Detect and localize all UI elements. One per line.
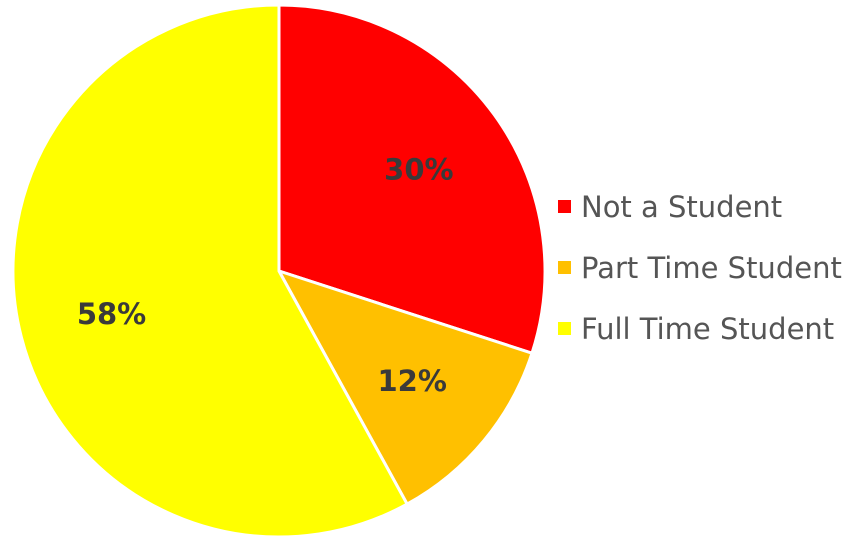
pie-slice-not-a-student: [277, 3, 547, 356]
legend-swatch-not-a-student: [558, 200, 571, 213]
pie-slice-full-time-student: [11, 3, 410, 538]
legend-label-full-time-student: Full Time Student: [581, 311, 835, 346]
pie-slice-part-time-student: [275, 268, 534, 507]
pie-data-labels: 30% 12% 58%: [77, 152, 454, 398]
legend-swatch-full-time-student: [558, 322, 571, 335]
data-label-part-time-student: 12%: [378, 364, 447, 398]
legend: Not a Student Part Time Student Full Tim…: [558, 176, 842, 359]
legend-item-part-time-student: Part Time Student: [558, 237, 842, 298]
data-label-not-a-student: 30%: [384, 152, 453, 186]
legend-item-not-a-student: Not a Student: [558, 176, 842, 237]
legend-label-not-a-student: Not a Student: [581, 189, 783, 224]
pie-slices: [11, 3, 547, 538]
legend-label-part-time-student: Part Time Student: [581, 250, 842, 285]
data-label-full-time-student: 58%: [77, 297, 146, 331]
legend-swatch-part-time-student: [558, 261, 571, 274]
legend-item-full-time-student: Full Time Student: [558, 298, 842, 359]
